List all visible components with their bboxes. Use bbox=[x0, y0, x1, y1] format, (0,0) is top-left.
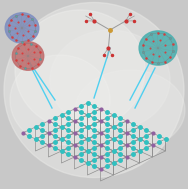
Ellipse shape bbox=[4, 2, 184, 177]
Ellipse shape bbox=[50, 30, 170, 130]
Ellipse shape bbox=[139, 31, 177, 65]
Ellipse shape bbox=[5, 13, 39, 43]
Ellipse shape bbox=[12, 42, 44, 70]
Ellipse shape bbox=[10, 55, 110, 145]
Ellipse shape bbox=[15, 10, 145, 130]
Ellipse shape bbox=[75, 70, 185, 150]
